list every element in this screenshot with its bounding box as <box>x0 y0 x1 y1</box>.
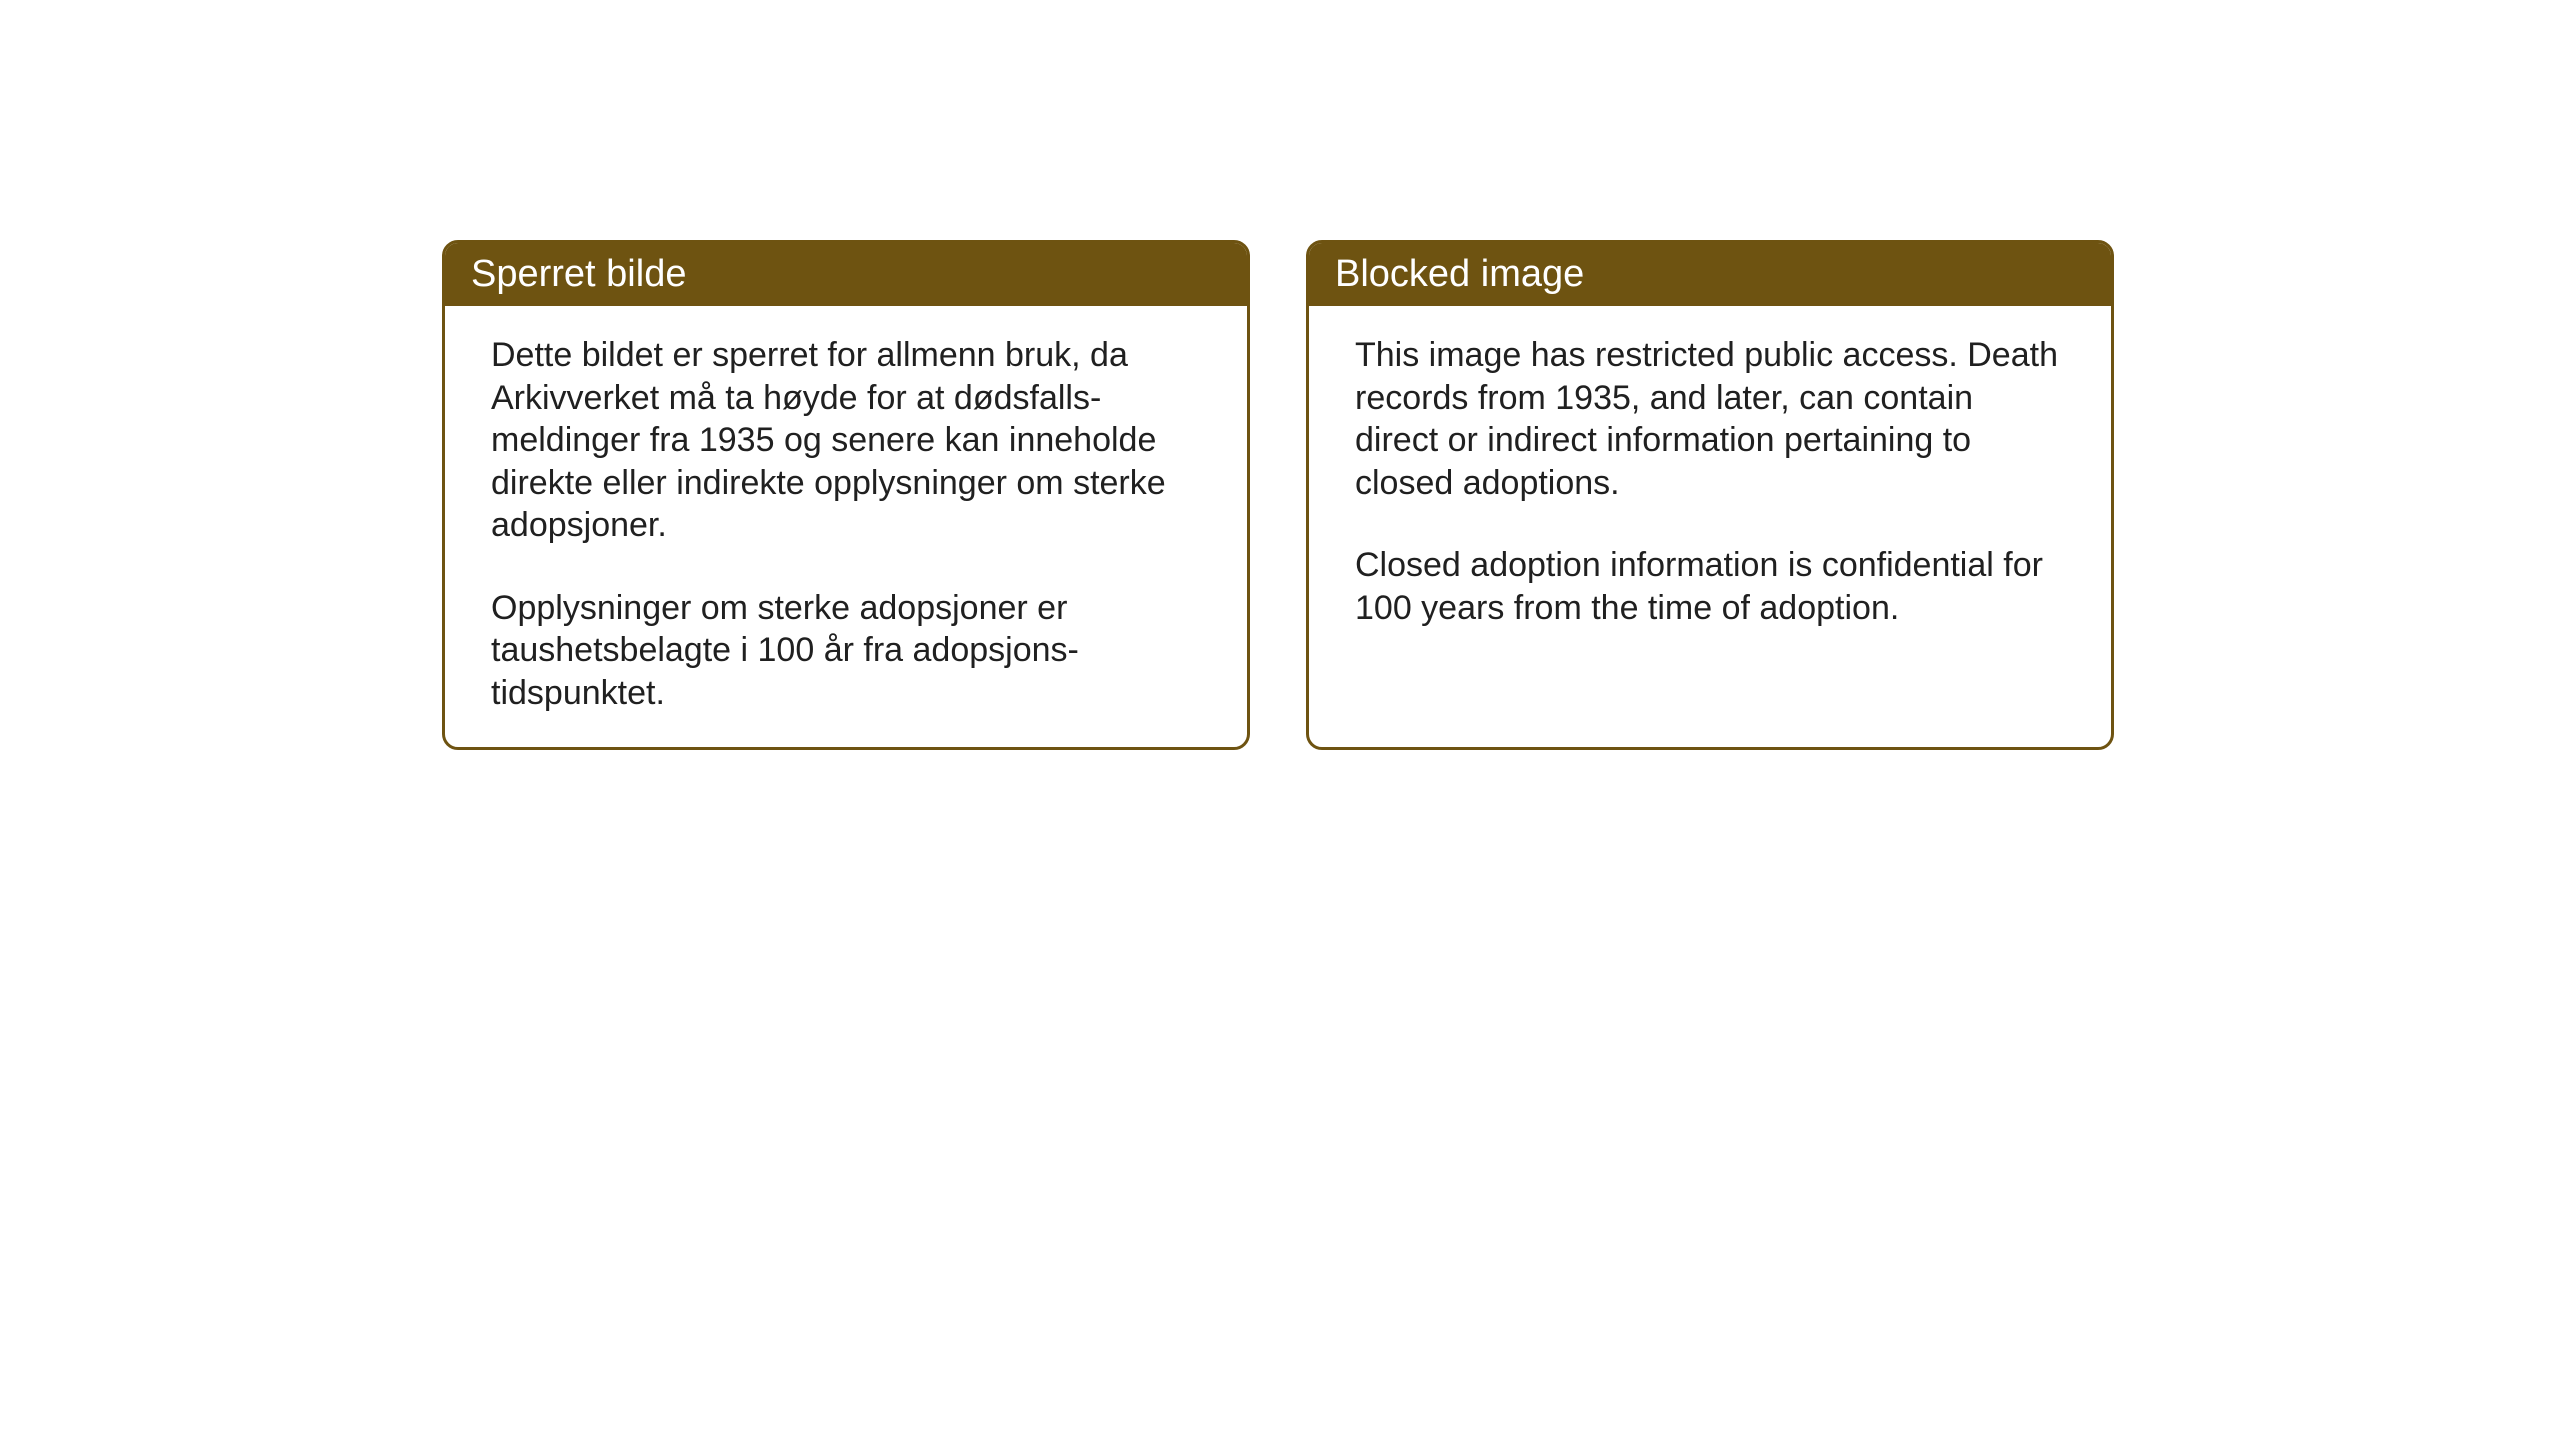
card-title-norwegian: Sperret bilde <box>471 253 686 295</box>
card-paragraph-2-english: Closed adoption information is confident… <box>1355 544 2065 629</box>
card-paragraph-2-norwegian: Opplysninger om sterke adopsjoner er tau… <box>491 587 1201 715</box>
card-paragraph-1-english: This image has restricted public access.… <box>1355 334 2065 504</box>
card-body-english: This image has restricted public access.… <box>1309 306 2111 657</box>
card-title-english: Blocked image <box>1335 253 1584 295</box>
card-norwegian: Sperret bilde Dette bildet er sperret fo… <box>442 240 1250 750</box>
card-header-english: Blocked image <box>1309 243 2111 306</box>
card-body-norwegian: Dette bildet er sperret for allmenn bruk… <box>445 306 1247 742</box>
card-english: Blocked image This image has restricted … <box>1306 240 2114 750</box>
card-header-norwegian: Sperret bilde <box>445 243 1247 306</box>
card-paragraph-1-norwegian: Dette bildet er sperret for allmenn bruk… <box>491 334 1201 547</box>
cards-container: Sperret bilde Dette bildet er sperret fo… <box>442 240 2114 750</box>
